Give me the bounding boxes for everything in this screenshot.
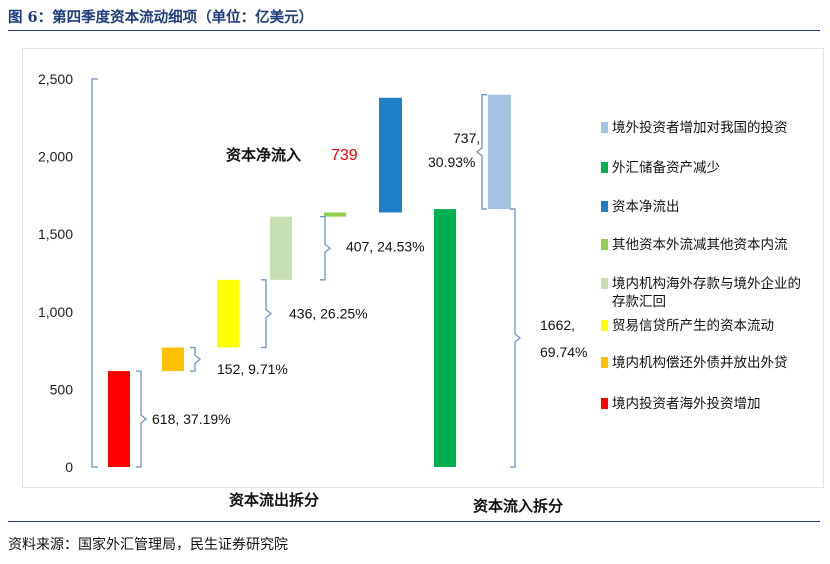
annotation-label: 30.93%: [428, 154, 475, 170]
y-tick-label: 1,500: [38, 226, 73, 242]
legend-label: 境外投资者增加对我国的投资: [612, 120, 788, 136]
figure-title: 图 6：第四季度资本流动细项（单位：亿美元）: [8, 9, 314, 26]
value-bracket: [136, 370, 148, 468]
legend-swatch: [601, 320, 608, 331]
legend-label: 外汇储备资产减少: [612, 159, 720, 176]
legend-swatch: [601, 201, 608, 212]
legend-swatch: [601, 239, 608, 250]
bar-outflow: [217, 279, 239, 348]
value-bracket: [475, 94, 487, 210]
y-tick-label: 1,000: [38, 304, 73, 320]
group-label-outflow: 资本流出拆分: [229, 491, 319, 509]
annotation-label: 69.74%: [540, 344, 587, 360]
legend-swatch: [601, 398, 608, 409]
bar-inflow: [434, 209, 456, 467]
annotation-label: 737,: [453, 130, 480, 146]
y-tick-label: 0: [65, 459, 73, 475]
value-bracket: [510, 208, 522, 468]
bar-outflow: [324, 212, 346, 217]
legend-label: 境内机构偿还外债并放出外贷: [612, 355, 788, 371]
value-bracket: [190, 346, 202, 372]
value-bracket: [320, 216, 332, 281]
title-rule: [8, 30, 820, 31]
legend-label: 资本净流出: [612, 199, 680, 215]
annotation-label: 1662,: [540, 317, 575, 333]
legend-label: 境内投资者海外投资增加: [612, 396, 761, 412]
legend-swatch: [601, 278, 608, 289]
source-rule: [8, 521, 820, 522]
y-tick-label: 2,500: [38, 71, 73, 87]
legend-label: 存款汇回: [612, 294, 666, 310]
y-tick-label: 2,000: [38, 149, 73, 165]
legend-label: 其他资本外流减其他资本内流: [612, 237, 788, 253]
annotation-label: 618, 37.19%: [152, 411, 231, 427]
bar-inflow: [488, 94, 511, 210]
annotation-label: 152, 9.71%: [217, 361, 288, 377]
chart-frame: [22, 48, 824, 488]
legend-label: 贸易信贷所产生的资本流动: [612, 318, 774, 334]
bar-outflow: [108, 371, 130, 467]
bar-outflow: [162, 347, 184, 372]
net-inflow-label: 资本净流入: [226, 146, 301, 164]
y-axis-line: [91, 78, 98, 468]
bar-outflow: [270, 216, 292, 280]
bar-outflow: [379, 97, 402, 213]
y-tick-label: 500: [50, 381, 74, 397]
legend-swatch: [601, 122, 608, 133]
legend-swatch: [601, 357, 608, 368]
group-label-inflow: 资本流入拆分: [473, 497, 563, 515]
annotation-label: 407, 24.53%: [346, 239, 425, 255]
net-inflow-value: 739: [331, 147, 358, 164]
value-bracket: [261, 279, 273, 349]
annotation-label: 436, 26.25%: [289, 306, 368, 322]
legend-label: 境内机构海外存款与境外企业的: [612, 275, 801, 292]
source-note: 资料来源：国家外汇管理局，民生证券研究院: [8, 537, 288, 553]
legend-swatch: [601, 162, 608, 173]
